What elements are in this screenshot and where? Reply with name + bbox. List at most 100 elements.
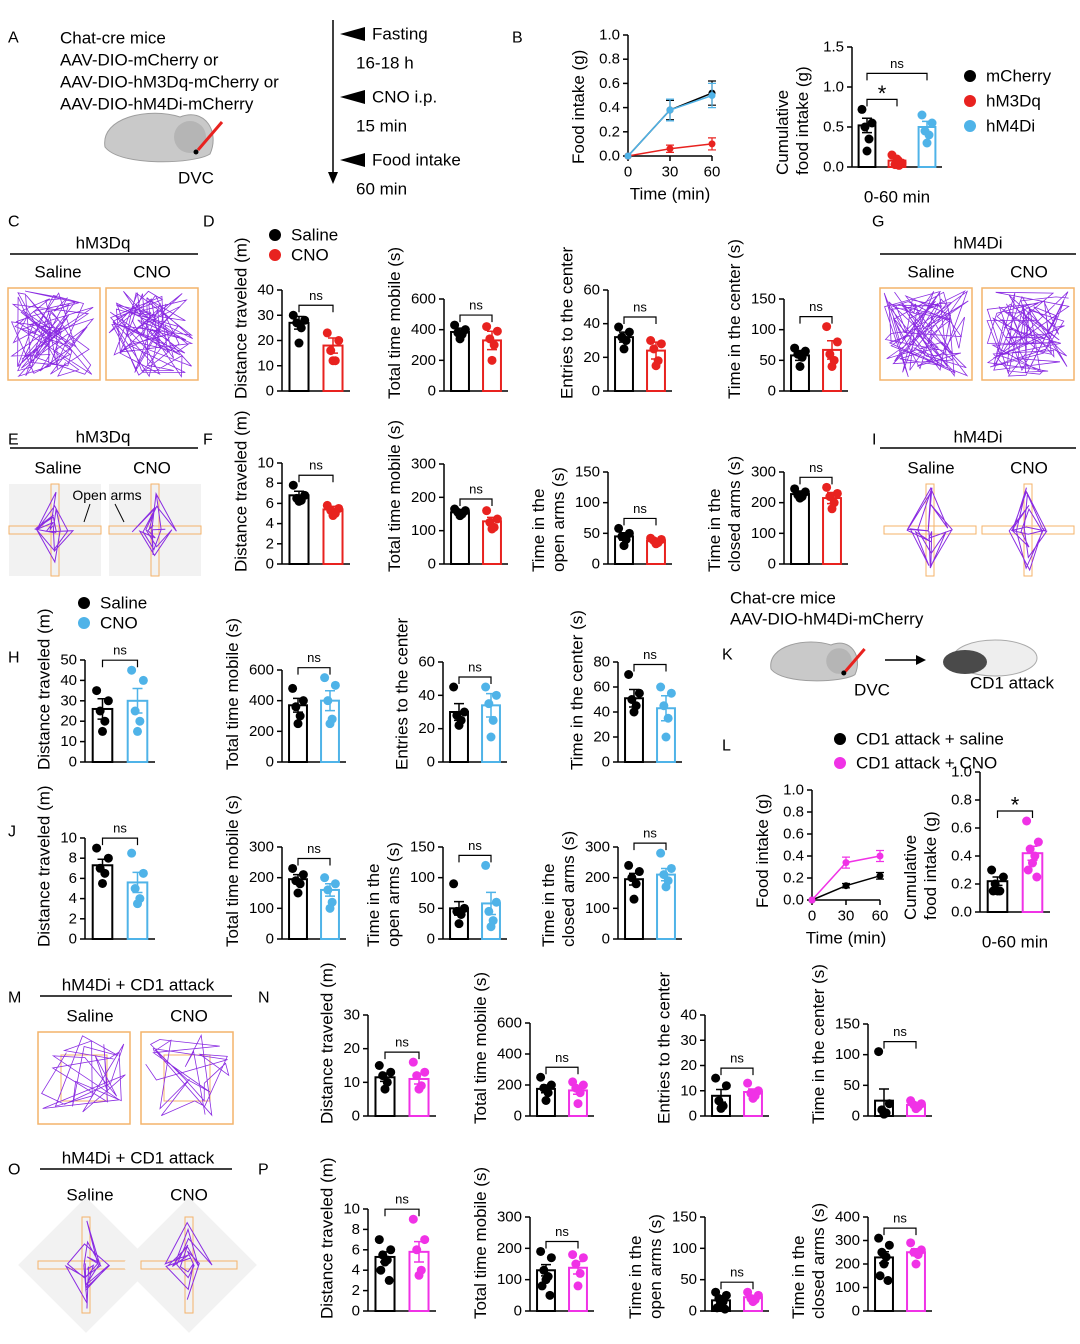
data-point <box>1033 837 1043 847</box>
significance-label: ns <box>809 299 823 314</box>
data-point <box>376 1265 386 1275</box>
y-tick-label: 200 <box>249 869 274 886</box>
significance-bracket <box>866 98 898 107</box>
significance-bracket <box>458 676 492 684</box>
y-tick-label: 0 <box>852 1303 860 1320</box>
data-point <box>294 338 304 348</box>
y-axis-title: Time in the <box>789 1236 808 1319</box>
y-axis-title: Distance traveled (m) <box>35 608 54 770</box>
data-point <box>492 514 502 524</box>
data-point <box>614 322 624 332</box>
x-tick-label: 60 <box>872 908 889 925</box>
data-point <box>748 1093 758 1103</box>
y-tick-label: 200 <box>751 494 776 511</box>
data-point <box>103 853 113 863</box>
data-point <box>879 1259 889 1269</box>
track-path <box>986 291 1070 377</box>
y-tick-label: 50 <box>759 352 776 369</box>
y-tick-label: 40 <box>680 1007 697 1024</box>
data-point <box>842 882 850 890</box>
significance-label: ns <box>893 1024 907 1039</box>
data-point <box>927 118 937 128</box>
timeline-text: Food intake <box>372 151 461 170</box>
significance-label: ns <box>309 288 323 303</box>
y-tick-label: 40 <box>593 704 610 721</box>
data-point <box>138 868 148 878</box>
data-point <box>884 1240 894 1250</box>
data-point <box>875 1271 885 1281</box>
y-tick-label: 0.6 <box>951 820 972 837</box>
y-tick-label: 200 <box>411 489 436 506</box>
data-point <box>545 1290 555 1300</box>
y-tick-label: 60 <box>583 282 600 299</box>
timeline-marker <box>340 27 365 41</box>
y-tick-label: 0 <box>352 1303 360 1320</box>
data-point <box>832 337 842 347</box>
data-point <box>659 701 669 711</box>
significance-bracket <box>633 663 667 672</box>
y-tick-label: 0.0 <box>783 892 804 909</box>
legend-marker <box>964 120 976 132</box>
data-point <box>860 122 870 132</box>
data-point <box>98 726 107 736</box>
x-tick-label: 0 <box>624 164 632 181</box>
significance-bracket <box>799 316 833 324</box>
y-tick-label: 50 <box>60 652 77 669</box>
maze-arm <box>1023 483 1033 577</box>
data-point <box>917 110 927 120</box>
y-axis-title: Distance traveled (m) <box>232 237 251 399</box>
panel-letter: N <box>258 990 270 1007</box>
flow-arrowhead <box>916 655 926 665</box>
data-point <box>386 1245 396 1255</box>
y-tick-label: 0 <box>768 556 776 573</box>
data-point <box>884 1099 894 1109</box>
y-tick-label: 60 <box>593 679 610 696</box>
y-tick-label: 0 <box>428 556 436 573</box>
x-axis-title: 0-60 min <box>864 188 930 207</box>
data-point <box>103 696 113 706</box>
data-point <box>492 326 502 336</box>
data-point <box>380 1084 390 1094</box>
y-tick-label: 300 <box>249 839 274 856</box>
data-point <box>876 852 884 860</box>
significance-label: ns <box>395 1035 409 1050</box>
y-tick-label: 0.0 <box>823 159 844 176</box>
data-point <box>666 863 676 873</box>
y-axis-title: open arms (s) <box>549 467 568 572</box>
data-point <box>486 922 496 932</box>
data-point <box>328 511 338 521</box>
y-tick-label: 40 <box>60 672 77 689</box>
data-point <box>135 716 145 726</box>
data-point <box>998 872 1008 882</box>
protocol-line: AAV-DIO-mCherry or <box>60 51 219 70</box>
data-point <box>614 523 624 533</box>
x-tick-label: 0 <box>808 908 816 925</box>
data-point <box>133 899 142 909</box>
data-point <box>450 320 460 330</box>
y-tick-label: 0.2 <box>783 870 804 887</box>
data-point <box>420 1067 430 1077</box>
condition-label: CNO <box>170 1007 208 1026</box>
condition-label: CNO <box>170 1186 208 1205</box>
data-point <box>539 1265 549 1275</box>
y-tick-label: 6 <box>266 495 274 512</box>
data-point <box>573 1281 583 1291</box>
y-axis-title: closed arms (s) <box>725 456 744 572</box>
data-point <box>651 361 661 371</box>
significance-label: ns <box>809 460 823 475</box>
y-tick-label: 4 <box>266 515 274 532</box>
data-point <box>987 865 997 875</box>
significance-bracket <box>720 1281 754 1290</box>
protocol-line: Chat-cre mice <box>730 589 836 608</box>
legend-label: CD1 attack + CNO <box>856 754 997 773</box>
y-tick-label: 600 <box>411 291 436 308</box>
data-point <box>378 1071 388 1081</box>
y-axis-title: Total time mobile (s) <box>223 618 242 770</box>
significance-label: ns <box>469 298 483 313</box>
y-axis-title: open arms (s) <box>384 842 403 947</box>
data-point <box>568 1250 578 1260</box>
syringe <box>196 121 224 151</box>
brain-cerebellum <box>174 121 206 153</box>
y-tick-label: 0 <box>592 556 600 573</box>
legend-marker <box>269 249 281 261</box>
